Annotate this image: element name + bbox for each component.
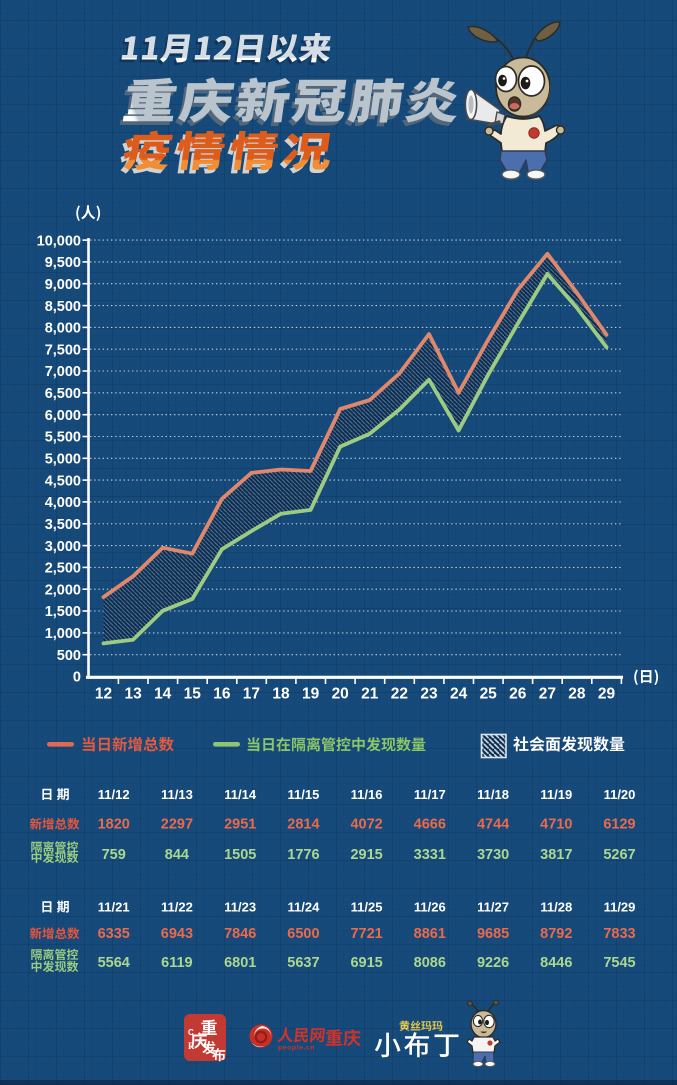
svg-text:4,500: 4,500 [45, 473, 81, 489]
svg-text:7545: 7545 [603, 955, 635, 971]
svg-text:11/28: 11/28 [540, 900, 572, 915]
svg-text:1505: 1505 [224, 847, 256, 863]
svg-text:10,000: 10,000 [37, 233, 81, 249]
svg-text:5564: 5564 [98, 955, 130, 971]
svg-text:2,500: 2,500 [45, 561, 81, 577]
svg-text:11/23: 11/23 [224, 900, 256, 915]
svg-text:24: 24 [450, 686, 468, 703]
svg-text:7,500: 7,500 [45, 342, 81, 358]
svg-text:6,000: 6,000 [45, 408, 81, 424]
svg-text:9226: 9226 [477, 955, 509, 971]
svg-text:27: 27 [539, 686, 556, 703]
svg-text:11/15: 11/15 [287, 787, 319, 802]
svg-text:16: 16 [213, 686, 231, 703]
svg-text:1820: 1820 [98, 817, 130, 833]
svg-text:3,000: 3,000 [45, 539, 81, 555]
svg-text:2951: 2951 [224, 817, 256, 833]
svg-text:people.cn: people.cn [278, 1045, 315, 1052]
svg-text:4710: 4710 [540, 817, 572, 833]
svg-text:5637: 5637 [287, 955, 319, 971]
svg-text:1,000: 1,000 [45, 626, 81, 642]
svg-text:9685: 9685 [477, 926, 509, 942]
svg-text:7846: 7846 [224, 926, 256, 942]
svg-text:1,500: 1,500 [45, 604, 81, 620]
svg-text:9,500: 9,500 [45, 255, 81, 271]
svg-text:7,000: 7,000 [45, 364, 81, 380]
svg-text:3331: 3331 [414, 847, 446, 863]
svg-text:2814: 2814 [287, 817, 319, 833]
svg-text:500: 500 [57, 648, 81, 664]
svg-text:C: C [188, 1028, 194, 1037]
svg-text:25: 25 [480, 686, 498, 703]
svg-text:11/20: 11/20 [604, 787, 636, 802]
svg-text:844: 844 [165, 847, 189, 863]
svg-text:0: 0 [73, 670, 81, 686]
svg-text:17: 17 [243, 686, 260, 703]
svg-text:14: 14 [154, 686, 172, 703]
svg-text:13: 13 [124, 686, 142, 703]
svg-text:3,500: 3,500 [45, 517, 81, 533]
svg-text:23: 23 [420, 686, 438, 703]
svg-text:6,500: 6,500 [45, 386, 81, 402]
svg-text:11/12: 11/12 [98, 787, 130, 802]
svg-text:11/16: 11/16 [351, 787, 383, 802]
svg-text:11/17: 11/17 [414, 787, 446, 802]
svg-text:11/19: 11/19 [540, 787, 572, 802]
svg-text:6801: 6801 [224, 955, 256, 971]
svg-text:6335: 6335 [98, 926, 130, 942]
svg-text:29: 29 [598, 686, 616, 703]
svg-text:11/24: 11/24 [287, 900, 320, 915]
svg-text:11/18: 11/18 [477, 787, 509, 802]
svg-text:28: 28 [568, 686, 586, 703]
svg-text:6943: 6943 [161, 926, 193, 942]
svg-text:22: 22 [391, 686, 408, 703]
svg-text:9,000: 9,000 [45, 277, 81, 293]
svg-text:4744: 4744 [477, 817, 509, 833]
svg-text:18: 18 [272, 686, 290, 703]
svg-text:2,000: 2,000 [45, 582, 81, 598]
svg-text:6915: 6915 [350, 955, 382, 971]
svg-text:5,500: 5,500 [45, 430, 81, 446]
svg-text:4072: 4072 [350, 817, 382, 833]
svg-text:4,000: 4,000 [45, 495, 81, 511]
svg-text:19: 19 [302, 686, 320, 703]
svg-text:6129: 6129 [603, 817, 635, 833]
svg-text:5267: 5267 [603, 847, 635, 863]
svg-text:11/27: 11/27 [477, 900, 509, 915]
svg-text:8086: 8086 [414, 955, 446, 971]
svg-text:8792: 8792 [540, 926, 572, 942]
svg-text:6119: 6119 [161, 955, 192, 971]
svg-text:8,500: 8,500 [45, 299, 81, 315]
svg-text:5,000: 5,000 [45, 452, 81, 468]
svg-text:20: 20 [332, 686, 349, 703]
svg-text:21: 21 [361, 686, 379, 703]
svg-text:11/21: 11/21 [98, 900, 130, 915]
svg-text:12: 12 [95, 686, 112, 703]
svg-text:759: 759 [102, 847, 126, 863]
svg-text:11/22: 11/22 [161, 900, 193, 915]
svg-text:8446: 8446 [540, 955, 572, 971]
svg-text:11/14: 11/14 [224, 787, 257, 802]
svg-text:8861: 8861 [414, 926, 446, 942]
svg-text:15: 15 [184, 686, 202, 703]
svg-text:8,000: 8,000 [45, 321, 81, 337]
svg-text:11/25: 11/25 [351, 900, 383, 915]
svg-text:R: R [188, 1041, 195, 1051]
svg-text:6500: 6500 [287, 926, 319, 942]
svg-text:3817: 3817 [540, 847, 572, 863]
svg-text:26: 26 [509, 686, 527, 703]
svg-text:11/13: 11/13 [161, 787, 193, 802]
svg-text:1776: 1776 [287, 847, 319, 863]
svg-text:2297: 2297 [161, 817, 193, 833]
svg-text:11/29: 11/29 [604, 900, 636, 915]
svg-text:4666: 4666 [414, 817, 446, 833]
svg-text:7721: 7721 [350, 926, 382, 942]
svg-text:3730: 3730 [477, 847, 509, 863]
svg-text:7833: 7833 [603, 926, 635, 942]
svg-text:2915: 2915 [350, 847, 382, 863]
svg-text:11/26: 11/26 [414, 900, 446, 915]
